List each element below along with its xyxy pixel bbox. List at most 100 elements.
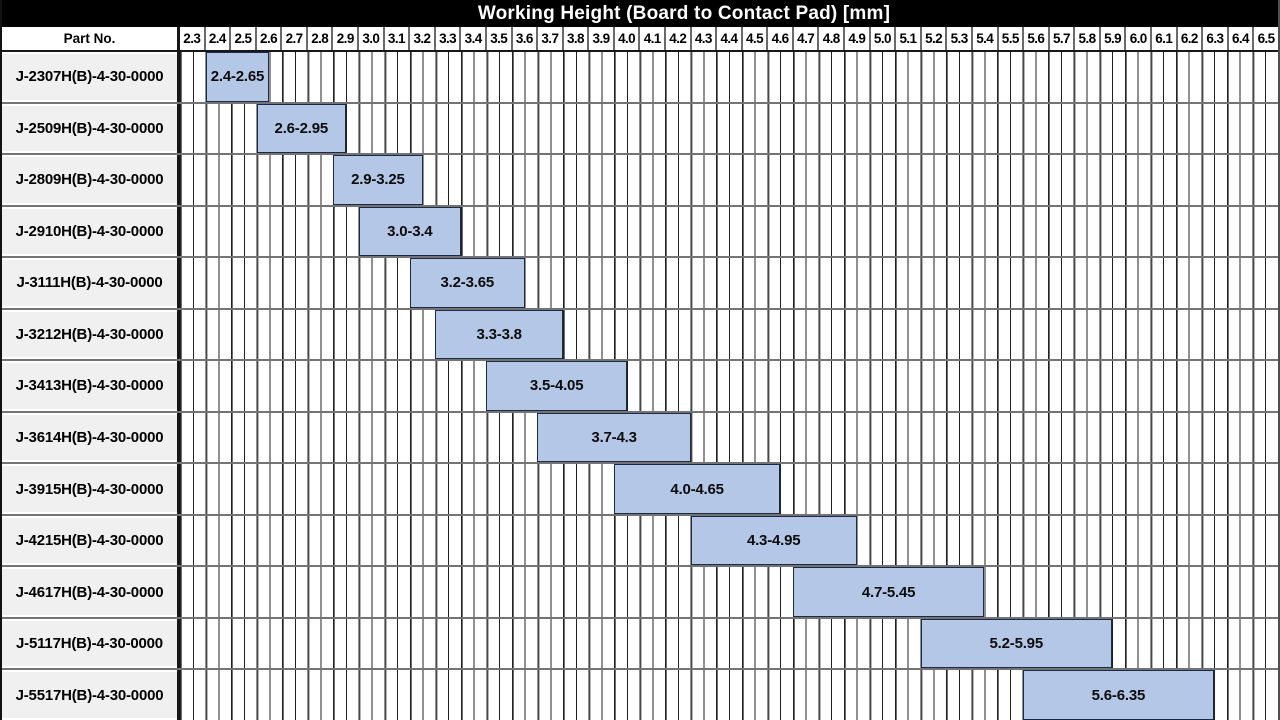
part-number-cell: J-2910H(B)-4-30-0000: [2, 206, 180, 257]
part-number-cell: J-3212H(B)-4-30-0000: [2, 309, 180, 360]
x-axis-tick-label: 3.4: [459, 27, 485, 50]
chart-title-bar: Working Height (Board to Contact Pad) [m…: [2, 0, 1278, 27]
x-axis-tick-label: 3.7: [536, 27, 562, 50]
part-number-cell: J-3111H(B)-4-30-0000: [2, 258, 180, 308]
x-axis-tick-label: 5.7: [1047, 27, 1074, 50]
working-height-range-bar: 5.6-6.35: [1022, 670, 1215, 720]
x-axis-tick-label: 3.6: [510, 27, 537, 50]
part-number-cell: J-3614H(B)-4-30-0000: [2, 412, 180, 463]
x-axis-tick-label: 5.4: [970, 27, 997, 50]
x-axis-tick-label: 6.0: [1124, 27, 1150, 50]
table-row: J-2809H(B)-4-30-0000 2.9-3.25: [2, 153, 1278, 205]
x-axis-ticks: 2.3 2.4 2.5 2.6 2.7 2.8 2.9 3.0 3.1 3.2 3.3 3.4 3.5 3…: [180, 27, 1278, 50]
table-row: J-3413H(B)-4-30-0000 3.5-4.05: [2, 359, 1278, 411]
table-row: J-4617H(B)-4-30-0000 4.7-5.45: [2, 565, 1278, 617]
part-number-label: J-5117H(B)-4-30-0000: [16, 635, 163, 653]
range-label: 3.0-3.4: [387, 222, 433, 240]
x-axis-tick-label: 2.5: [229, 27, 255, 50]
x-axis-tick-label: 2.6: [254, 27, 281, 50]
x-axis-tick-label: 2.9: [331, 27, 357, 50]
working-height-range-bar: 3.2-3.65: [409, 258, 525, 308]
table-row: J-3111H(B)-4-30-0000 3.2-3.65: [2, 256, 1278, 308]
x-axis-tick-label: 5.2: [919, 27, 946, 50]
part-number-label: J-2910H(B)-4-30-0000: [15, 222, 164, 240]
part-number-label: J-2509H(B)-4-30-0000: [15, 119, 164, 137]
part-no-header: Part No.: [2, 27, 180, 50]
x-axis-tick-label: 5.6: [1022, 27, 1048, 50]
part-number-cell: J-2809H(B)-4-30-0000: [2, 155, 180, 205]
working-height-range-bar: 4.7-5.45: [792, 567, 985, 617]
x-axis-tick-label: 3.9: [587, 27, 613, 50]
x-axis-tick-label: 4.8: [817, 27, 843, 50]
range-label: 2.4-2.65: [210, 68, 265, 86]
x-axis-tick-label: 4.4: [715, 27, 741, 50]
row-plot-area: 3.7-4.3: [180, 412, 1278, 463]
x-axis-tick-label: 6.1: [1149, 27, 1176, 50]
x-axis-tick-label: 3.0: [357, 27, 383, 50]
x-axis-tick-label: 5.8: [1073, 27, 1099, 50]
working-height-range-bar: 5.2-5.95: [920, 618, 1112, 669]
x-axis-tick-label: 2.3: [183, 31, 201, 46]
x-axis-tick-label: 5.5: [996, 27, 1023, 50]
x-axis-tick-label: 6.3: [1201, 27, 1227, 50]
table-row: J-3212H(B)-4-30-0000 3.3-3.8: [2, 307, 1278, 360]
range-label: 5.2-5.95: [989, 635, 1044, 653]
x-axis-tick-label: 3.2: [408, 27, 434, 50]
part-number-label: J-3413H(B)-4-30-0000: [15, 377, 164, 395]
part-number-cell: J-3915H(B)-4-30-0000: [2, 464, 180, 514]
range-label: 4.3-4.95: [746, 532, 801, 550]
row-plot-area: 5.2-5.95: [180, 618, 1278, 669]
range-label: 3.2-3.65: [440, 274, 495, 292]
x-axis-tick-label: 5.1: [894, 27, 920, 50]
table-row: J-4215H(B)-4-30-0000 4.3-4.95: [2, 513, 1278, 566]
row-plot-area: 4.3-4.95: [180, 515, 1278, 566]
working-height-range-bar: 4.3-4.95: [690, 515, 857, 566]
range-label: 3.5-4.05: [529, 377, 584, 395]
part-number-cell: J-5517H(B)-4-30-0000: [2, 670, 180, 720]
table-row: J-2509H(B)-4-30-0000 2.6-2.95: [2, 101, 1278, 154]
x-axis-tick-label: 3.1: [382, 27, 409, 50]
chart-rows: J-2307H(B)-4-30-0000 2.4-2.65 J-2509H(B)-4…: [2, 52, 1278, 720]
working-height-range-bar: 2.4-2.65: [205, 52, 270, 102]
part-number-label: J-5517H(B)-4-30-0000: [15, 686, 164, 704]
x-axis-tick-label: 5.0: [868, 27, 895, 50]
part-number-label: J-3212H(B)-4-30-0000: [15, 325, 164, 343]
chart-title: Working Height (Board to Contact Pad) [m…: [477, 2, 891, 24]
x-axis-tick-label: 3.5: [484, 27, 511, 50]
working-height-range-bar: 2.9-3.25: [333, 155, 423, 205]
part-number-cell: J-5117H(B)-4-30-0000: [2, 618, 180, 669]
table-row: J-5117H(B)-4-30-0000 5.2-5.95: [2, 616, 1278, 669]
working-height-range-bar: 3.7-4.3: [537, 412, 691, 463]
x-axis-tick-label: 3.3: [433, 27, 460, 50]
part-number-cell: J-4617H(B)-4-30-0000: [2, 567, 180, 617]
working-height-range-bar: 3.5-4.05: [486, 361, 627, 411]
part-number-label: J-2307H(B)-4-30-0000: [15, 68, 164, 86]
table-row: J-3915H(B)-4-30-0000 4.0-4.65: [2, 462, 1278, 514]
x-axis-tick-label: 4.3: [689, 27, 716, 50]
row-plot-area: 2.4-2.65: [180, 52, 1278, 102]
table-row: J-3614H(B)-4-30-0000 3.7-4.3: [2, 410, 1278, 463]
part-number-label: J-4215H(B)-4-30-0000: [15, 532, 164, 550]
part-number-cell: J-4215H(B)-4-30-0000: [2, 515, 180, 566]
range-label: 3.3-3.8: [476, 325, 523, 343]
x-axis-tick-label: 3.8: [561, 27, 588, 50]
row-plot-area: 3.0-3.4: [180, 206, 1278, 257]
row-plot-area: 3.3-3.8: [180, 309, 1278, 360]
working-height-range-bar: 3.0-3.4: [358, 206, 461, 257]
row-plot-area: 4.7-5.45: [180, 567, 1278, 617]
table-row: J-5517H(B)-4-30-0000 5.6-6.35: [2, 668, 1278, 720]
range-label: 4.0-4.65: [670, 480, 724, 498]
part-number-label: J-4617H(B)-4-30-0000: [15, 583, 164, 601]
x-axis-tick-label: 4.6: [766, 27, 792, 50]
x-axis-tick-label: 4.2: [663, 27, 690, 50]
x-axis-tick-label: 2.7: [280, 27, 306, 50]
row-plot-area: 3.2-3.65: [180, 258, 1278, 308]
row-plot-area: 5.6-6.35: [180, 670, 1278, 720]
part-number-label: J-3111H(B)-4-30-0000: [16, 274, 163, 292]
x-axis-tick-label: 4.0: [612, 27, 639, 50]
range-label: 2.6-2.95: [274, 119, 329, 137]
table-row: J-2910H(B)-4-30-0000 3.0-3.4: [2, 204, 1278, 257]
x-axis-tick-label: 6.2: [1175, 27, 1202, 50]
range-label: 2.9-3.25: [351, 171, 405, 189]
range-label: 4.7-5.45: [861, 583, 916, 601]
